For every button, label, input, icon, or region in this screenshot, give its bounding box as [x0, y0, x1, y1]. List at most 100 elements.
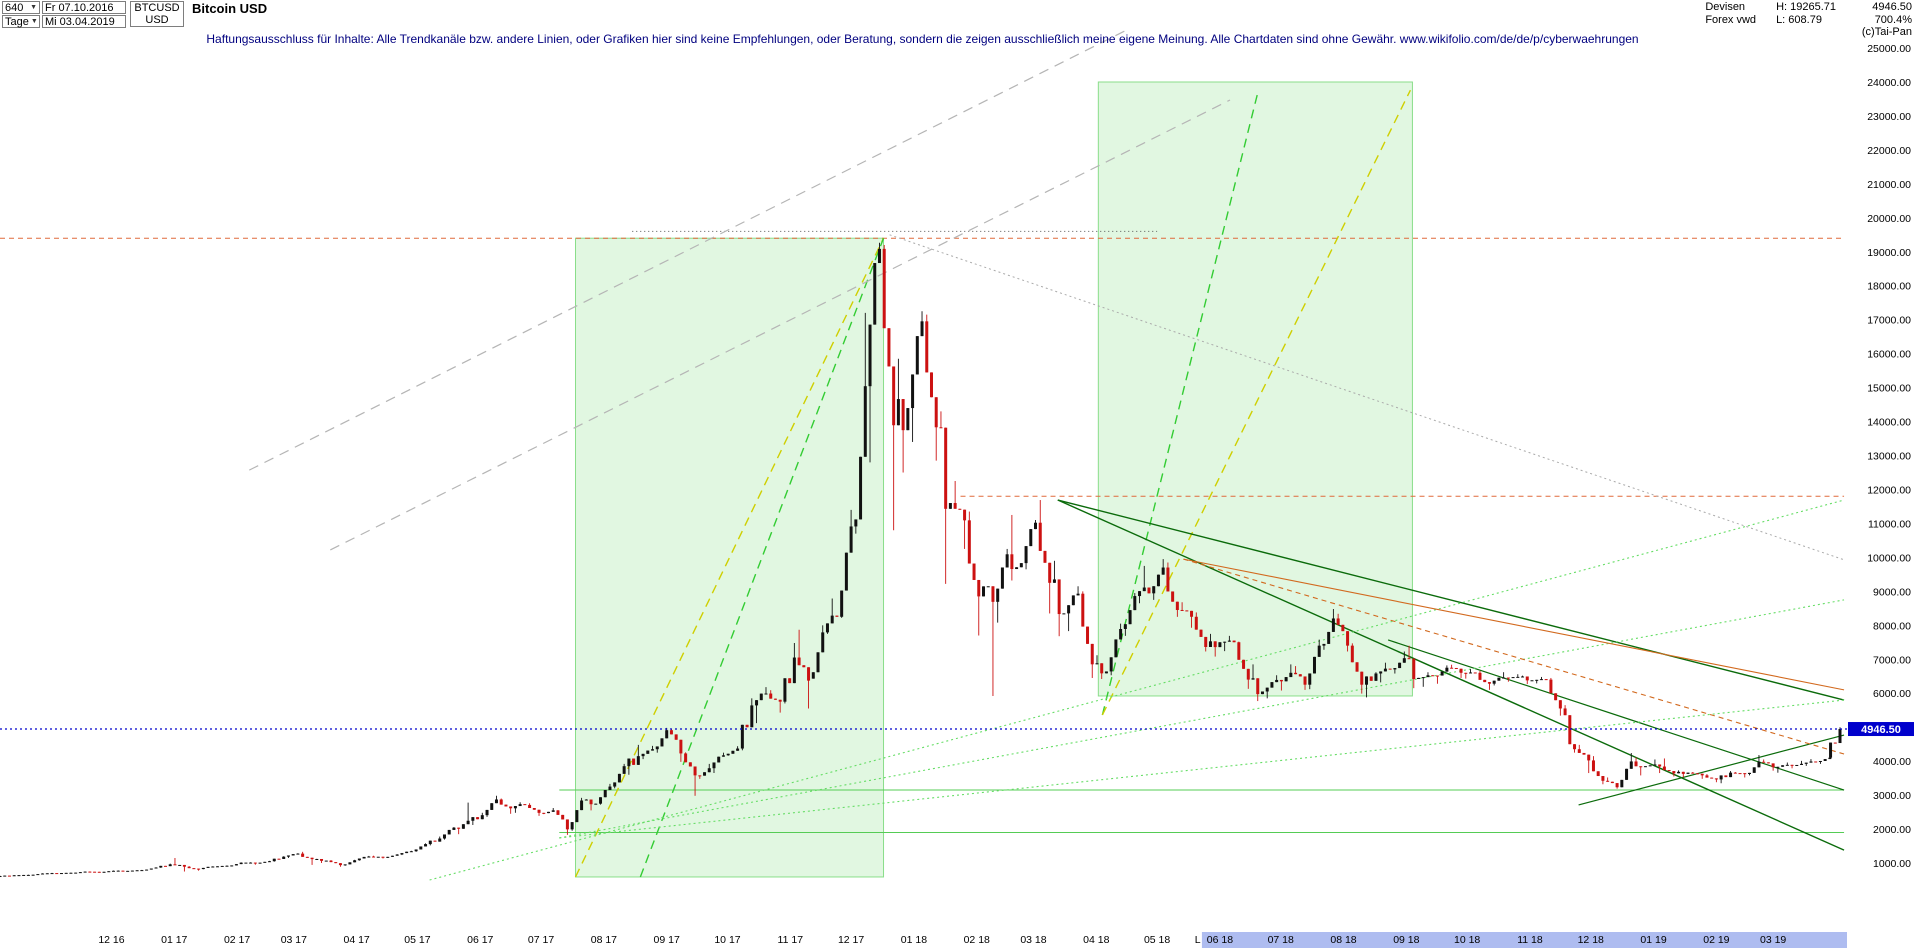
downtrend-2018-inner	[1387, 639, 1845, 791]
y-axis-label: 13000.00	[1867, 451, 1911, 463]
instrument-title: Bitcoin USD	[192, 1, 268, 16]
x-axis-label: 05 18	[1144, 934, 1170, 946]
selected-range-band	[1201, 932, 1847, 948]
gray-fan-dotted	[889, 234, 1845, 561]
y-axis-label: 25000.00	[1867, 43, 1911, 55]
gray-channel-lower	[330, 99, 1231, 551]
y-axis-label: 22000.00	[1867, 145, 1911, 157]
x-axis-label: 04 18	[1083, 934, 1109, 946]
downtrend-2018-upper	[1057, 499, 1845, 701]
symbol-code: BTCUSD	[134, 2, 180, 14]
y-axis-label: 24000.00	[1867, 77, 1911, 89]
x-axis-label: 10 17	[714, 934, 740, 946]
y-axis-label: 19000.00	[1867, 247, 1911, 259]
y-axis-label: 23000.00	[1867, 111, 1911, 123]
y-axis-label: 3000.00	[1873, 790, 1911, 802]
header-bar: 640 ▼ Tage ▼ Fr 07.10.2016 Mi 03.04.2019…	[2, 1, 1914, 28]
downtrend-2018-steep	[1057, 499, 1845, 851]
x-axis-label: 03 19	[1760, 934, 1786, 946]
x-axis-label: 06 17	[467, 934, 493, 946]
period-high-value: H: 19265.71	[1776, 1, 1836, 13]
x-axis-label: 01 17	[161, 934, 187, 946]
x-axis-label: 01 19	[1640, 934, 1666, 946]
svg-text:4946.50: 4946.50	[1861, 724, 1901, 736]
y-axis-label: 11000.00	[1868, 518, 1911, 530]
x-axis: 12 16 01 17 02 17 03 17 04 17 05 17 06 17 07 17…	[98, 932, 1847, 948]
x-axis-label: 11 18	[1517, 934, 1543, 946]
gray-channel-upper	[248, 29, 1131, 471]
trend-lines-layer	[0, 29, 1845, 881]
symbol-currency: USD	[145, 14, 169, 26]
x-axis-label: 02 19	[1703, 934, 1729, 946]
y-axis-label: 6000.00	[1873, 688, 1911, 700]
y-axis-label: 10000.00	[1867, 552, 1911, 564]
x-axis-label: 08 17	[591, 934, 617, 946]
start-date-field[interactable]: Fr 07.10.2016	[42, 1, 126, 14]
x-axis-label: 08 18	[1330, 934, 1356, 946]
y-axis-label: 18000.00	[1867, 281, 1911, 293]
x-axis-label: 03 17	[281, 934, 307, 946]
y-axis-label: 4000.00	[1873, 756, 1911, 768]
y-axis-label: 21000.00	[1867, 179, 1911, 191]
x-axis-label: 05 17	[404, 934, 430, 946]
x-axis-label: 09 18	[1393, 934, 1419, 946]
rally-2017-green-trend	[639, 237, 885, 878]
x-axis-label: 04 17	[344, 934, 370, 946]
y-axis: 25000.00 24000.00 23000.00 22000.00 21000.00…	[1867, 43, 1911, 870]
chevron-down-icon: ▼	[30, 17, 38, 25]
projection-2018-yellow-trend	[1101, 89, 1412, 716]
longterm-support-fan-1	[429, 499, 1845, 881]
y-axis-label: 1000.00	[1873, 858, 1911, 870]
orange-downtrend-dashed	[1183, 558, 1845, 755]
y-axis-label: 17000.00	[1867, 315, 1911, 327]
x-axis-label: 06 18	[1207, 934, 1233, 946]
category-label: Devisen	[1705, 1, 1746, 13]
x-axis-label: 07 18	[1268, 934, 1294, 946]
projection-2018-box	[1097, 81, 1413, 697]
source-label: Forex vwd	[1705, 14, 1757, 26]
current-price-marker: 4946.50	[1848, 722, 1914, 737]
highlight-boxes-layer	[575, 81, 1413, 878]
y-axis-label: 8000.00	[1873, 620, 1911, 632]
longterm-support-fan-3	[559, 699, 1845, 839]
disclaimer-text: Haftungsausschluss für Inhalte: Alle Tre…	[206, 32, 1639, 46]
x-axis-label: 11 17	[778, 934, 804, 946]
x-axis-label: 03 18	[1020, 934, 1046, 946]
timeframe-select[interactable]: Tage ▼	[2, 15, 40, 28]
x-axis-label: 12 17	[838, 934, 864, 946]
y-axis-label: 20000.00	[1867, 213, 1911, 225]
x-axis-label: 02 18	[964, 934, 990, 946]
chevron-down-icon: ▼	[30, 3, 37, 11]
plot-area	[0, 29, 1847, 881]
x-axis-label: 12 18	[1578, 934, 1604, 946]
header-info: Devisen Forex vwd H: 19265.71 L: 608.79 …	[1705, 1, 1912, 27]
low-marker-label: L	[1195, 934, 1201, 946]
recovery-2019-trend	[1578, 734, 1845, 806]
x-axis-label: 12 16	[98, 934, 124, 946]
y-axis-label: 15000.00	[1867, 383, 1911, 395]
x-axis-label: 01 18	[901, 934, 927, 946]
y-axis-label: 16000.00	[1867, 349, 1911, 361]
projection-2018-green-trend	[1101, 89, 1260, 716]
y-axis-label: 7000.00	[1873, 654, 1911, 666]
performance-value: 700.4%	[1874, 14, 1912, 26]
x-axis-label: 07 17	[528, 934, 554, 946]
timeframe-value: Tage	[5, 15, 29, 28]
x-axis-label: 09 17	[654, 934, 680, 946]
y-axis-label: 12000.00	[1867, 484, 1911, 496]
bars-count-select[interactable]: 640 ▼	[2, 1, 40, 14]
x-axis-label: 10 18	[1454, 934, 1480, 946]
copyright-label: (c)Tai-Pan	[1861, 26, 1912, 38]
y-axis-label: 9000.00	[1873, 586, 1911, 598]
last-price-value: 4946.50	[1872, 1, 1912, 13]
y-axis-label: 14000.00	[1867, 417, 1911, 429]
y-axis-label: 2000.00	[1873, 824, 1911, 836]
x-axis-label: 02 17	[224, 934, 250, 946]
bars-count-value: 640	[5, 1, 24, 14]
orange-downtrend-solid	[1183, 558, 1845, 691]
candles-layer	[0, 242, 1842, 878]
end-date-field[interactable]: Mi 03.04.2019	[42, 15, 126, 28]
symbol-box[interactable]: BTCUSD USD	[130, 1, 184, 27]
